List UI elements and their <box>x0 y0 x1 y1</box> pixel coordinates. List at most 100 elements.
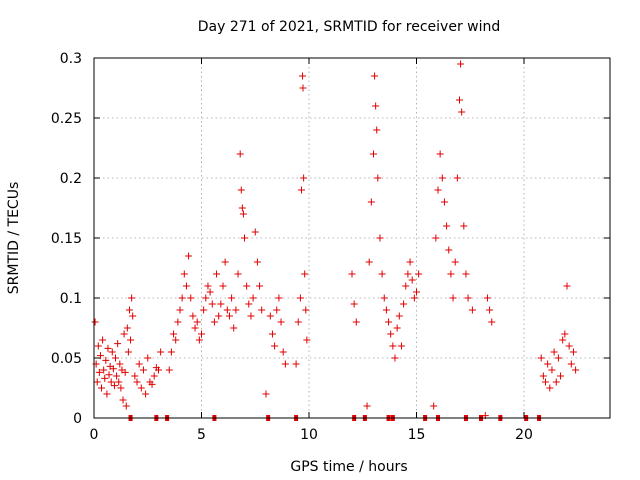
data-point <box>451 258 459 266</box>
data-point <box>135 360 143 368</box>
data-point <box>378 270 386 278</box>
data-point <box>119 396 127 404</box>
data-point <box>436 150 444 158</box>
data-point <box>393 324 401 332</box>
data-point <box>458 108 466 116</box>
data-point <box>542 378 549 386</box>
data-point <box>102 356 110 364</box>
data-point <box>128 294 136 302</box>
data-point <box>565 342 573 350</box>
data-point <box>554 354 562 362</box>
data-point <box>408 276 416 284</box>
data-point <box>230 324 238 332</box>
y-axis-label: SRMTID / TECUs <box>6 182 22 295</box>
data-point <box>127 336 135 344</box>
data-point <box>129 312 137 320</box>
data-point <box>367 198 375 206</box>
data-point <box>176 306 184 314</box>
data-point <box>148 380 156 388</box>
data-point <box>281 360 289 368</box>
data-point <box>110 382 118 390</box>
data-point <box>239 210 247 218</box>
data-point <box>208 300 216 308</box>
data-point <box>98 384 106 392</box>
data-point <box>200 306 208 314</box>
data-point <box>363 402 371 410</box>
data-point <box>380 294 388 302</box>
y-tick-label: 0.2 <box>60 171 82 187</box>
data-point <box>174 318 182 326</box>
data-point <box>548 366 556 374</box>
data-point <box>249 294 257 302</box>
data-point <box>385 318 393 326</box>
data-point <box>112 354 119 362</box>
data-point <box>99 336 107 344</box>
data-point <box>299 84 307 92</box>
data-point <box>131 372 139 380</box>
data-point <box>195 336 203 344</box>
data-point <box>123 324 131 332</box>
data-point <box>115 378 123 386</box>
data-point <box>376 234 384 242</box>
data-point <box>210 318 218 326</box>
x-tick-label: 0 <box>90 427 99 443</box>
data-point <box>122 402 130 410</box>
data-point <box>133 378 141 386</box>
data-point <box>539 372 547 380</box>
data-point <box>430 402 438 410</box>
data-point <box>348 270 356 278</box>
data-point <box>397 342 405 350</box>
data-point <box>352 318 360 326</box>
data-point <box>104 344 112 352</box>
data-point <box>374 174 382 182</box>
data-point <box>247 312 255 320</box>
y-tick-label: 0.1 <box>60 291 82 307</box>
data-point <box>245 300 253 308</box>
data-point <box>228 294 236 302</box>
data-point <box>486 306 494 314</box>
data-point <box>453 174 461 182</box>
y-tick-label: 0.05 <box>51 351 82 367</box>
data-point <box>187 294 195 302</box>
data-point <box>234 270 242 278</box>
data-point <box>382 306 390 314</box>
data-point <box>301 270 309 278</box>
data-point <box>91 318 99 326</box>
data-point <box>432 234 440 242</box>
data-point <box>221 258 229 266</box>
data-point <box>400 300 408 308</box>
data-point <box>391 354 399 362</box>
data-point <box>294 318 302 326</box>
data-point <box>462 270 470 278</box>
data-point <box>279 348 287 356</box>
data-point <box>537 354 545 362</box>
data-point <box>434 186 442 194</box>
data-point <box>121 368 129 376</box>
data-point <box>204 282 212 290</box>
data-point <box>236 150 244 158</box>
data-point <box>109 365 117 373</box>
data-point <box>483 294 491 302</box>
data-point <box>258 306 266 314</box>
data-point <box>155 366 162 374</box>
data-point <box>350 300 358 308</box>
data-point <box>275 294 283 302</box>
data-point <box>572 366 580 374</box>
data-point <box>447 270 455 278</box>
data-point <box>544 360 552 368</box>
data-point <box>180 270 188 278</box>
data-point <box>167 348 175 356</box>
data-point <box>457 60 465 68</box>
data-point <box>273 306 281 314</box>
y-tick-label: 0 <box>73 411 82 427</box>
data-point <box>559 336 567 344</box>
data-point <box>215 312 223 320</box>
data-point <box>95 368 103 376</box>
data-point <box>198 330 205 338</box>
x-tick-label: 20 <box>515 427 533 443</box>
data-point <box>189 312 197 320</box>
data-point <box>546 384 554 392</box>
data-point <box>96 352 104 360</box>
data-point <box>567 360 575 368</box>
data-point <box>387 330 395 338</box>
